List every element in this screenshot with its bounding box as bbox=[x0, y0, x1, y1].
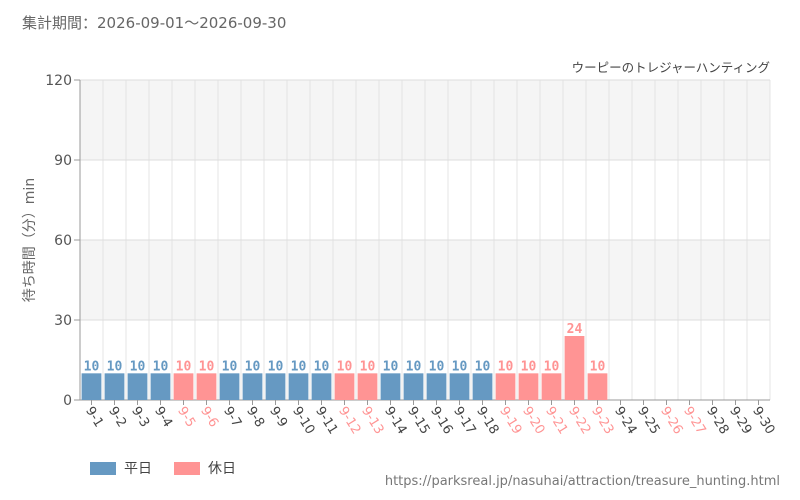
bar-9-6 bbox=[196, 373, 217, 400]
legend: 平日 休日 bbox=[90, 458, 236, 478]
x-tick-label: 9-3 bbox=[128, 404, 152, 430]
bar-9-20 bbox=[518, 373, 539, 400]
bar-9-10 bbox=[288, 373, 309, 400]
bar-9-14 bbox=[380, 373, 401, 400]
x-tick-label: 9-15 bbox=[404, 404, 432, 437]
y-tick-label: 120 bbox=[45, 73, 72, 89]
bar-9-9 bbox=[265, 373, 286, 400]
y-tick-label: 0 bbox=[63, 393, 72, 409]
x-tick-label: 9-13 bbox=[358, 404, 386, 437]
bar-value-label: 10 bbox=[498, 359, 514, 374]
x-tick-label: 9-17 bbox=[450, 404, 478, 437]
legend-swatch-holiday bbox=[174, 461, 200, 475]
bar-9-11 bbox=[311, 373, 332, 400]
bar-value-label: 10 bbox=[544, 359, 560, 374]
x-tick-label: 9-22 bbox=[565, 404, 593, 437]
bar-value-label: 10 bbox=[521, 359, 537, 374]
bar-9-13 bbox=[357, 373, 378, 400]
bar-value-label: 10 bbox=[199, 359, 215, 374]
x-tick-label: 9-23 bbox=[588, 404, 616, 437]
x-tick-label: 9-14 bbox=[381, 404, 409, 437]
x-tick-label: 9-19 bbox=[496, 404, 524, 437]
x-tick-label: 9-18 bbox=[473, 404, 501, 437]
bar-9-5 bbox=[173, 373, 194, 400]
x-tick-label: 9-26 bbox=[657, 404, 685, 437]
x-tick-label: 9-30 bbox=[749, 404, 777, 437]
period-label: 集計期間： bbox=[22, 14, 98, 32]
x-tick-label: 9-11 bbox=[312, 404, 340, 437]
bar-value-label: 10 bbox=[245, 359, 261, 374]
x-tick-label: 9-6 bbox=[197, 404, 221, 430]
x-tick-label: 9-2 bbox=[105, 404, 129, 430]
legend-label-weekday: 平日 bbox=[124, 461, 152, 477]
period-end: 2026-09-30 bbox=[199, 14, 287, 32]
x-tick-label: 9-25 bbox=[634, 404, 662, 437]
period-caption: 集計期間：2026-09-01〜2026-09-30 bbox=[22, 12, 286, 33]
bar-value-label: 10 bbox=[360, 359, 376, 374]
bar-9-21 bbox=[541, 373, 562, 400]
bar-value-label: 24 bbox=[567, 322, 583, 337]
source-link[interactable]: https://parksreal.jp/nasuhai/attraction/… bbox=[384, 474, 780, 489]
bar-value-label: 10 bbox=[337, 359, 353, 374]
x-tick-label: 9-5 bbox=[174, 404, 198, 430]
bar-9-16 bbox=[426, 373, 447, 400]
bar-9-3 bbox=[127, 373, 148, 400]
bar-value-label: 10 bbox=[429, 359, 445, 374]
y-tick-label: 30 bbox=[54, 313, 72, 329]
bar-value-label: 10 bbox=[176, 359, 192, 374]
x-tick-label: 9-8 bbox=[243, 404, 267, 430]
bar-value-label: 10 bbox=[383, 359, 399, 374]
bar-9-1 bbox=[81, 373, 102, 400]
bar-value-label: 10 bbox=[590, 359, 606, 374]
bar-9-22 bbox=[564, 336, 585, 400]
bar-value-label: 10 bbox=[153, 359, 169, 374]
bar-value-label: 10 bbox=[406, 359, 422, 374]
bar-value-label: 10 bbox=[130, 359, 146, 374]
bar-value-label: 10 bbox=[107, 359, 123, 374]
period-separator: 〜 bbox=[184, 14, 200, 32]
x-tick-label: 9-10 bbox=[289, 404, 317, 437]
legend-swatch-weekday bbox=[90, 461, 116, 475]
y-tick-label: 90 bbox=[54, 153, 72, 169]
x-tick-label: 9-16 bbox=[427, 404, 455, 437]
bar-9-7 bbox=[219, 373, 240, 400]
bar-value-label: 10 bbox=[84, 359, 100, 374]
bar-9-23 bbox=[587, 373, 608, 400]
bar-9-12 bbox=[334, 373, 355, 400]
x-tick-label: 9-9 bbox=[266, 404, 290, 430]
x-tick-label: 9-7 bbox=[220, 404, 244, 430]
x-tick-label: 9-12 bbox=[335, 404, 363, 437]
bar-9-17 bbox=[449, 373, 470, 400]
bar-value-label: 10 bbox=[291, 359, 307, 374]
bar-value-label: 10 bbox=[268, 359, 284, 374]
bar-9-15 bbox=[403, 373, 424, 400]
bar-value-label: 10 bbox=[222, 359, 238, 374]
bar-9-8 bbox=[242, 373, 263, 400]
x-tick-label: 9-27 bbox=[680, 404, 708, 437]
y-tick-label: 60 bbox=[54, 233, 72, 249]
legend-item-holiday[interactable]: 休日 bbox=[174, 458, 236, 478]
y-axis-label: 待ち時間（分）min bbox=[22, 178, 38, 302]
bar-9-4 bbox=[150, 373, 171, 400]
x-tick-label: 9-24 bbox=[611, 404, 639, 437]
x-tick-label: 9-29 bbox=[726, 404, 754, 437]
x-tick-label: 9-28 bbox=[703, 404, 731, 437]
legend-label-holiday: 休日 bbox=[208, 461, 236, 477]
chart-title: ウーピーのトレジャーハンティング bbox=[572, 60, 770, 75]
bar-9-19 bbox=[495, 373, 516, 400]
x-tick-label: 9-4 bbox=[151, 404, 175, 430]
period-start: 2026-09-01 bbox=[97, 14, 185, 32]
legend-item-weekday[interactable]: 平日 bbox=[90, 458, 152, 478]
bar-value-label: 10 bbox=[475, 359, 491, 374]
bar-9-18 bbox=[472, 373, 493, 400]
bar-9-2 bbox=[104, 373, 125, 400]
x-tick-label: 9-20 bbox=[519, 404, 547, 437]
x-tick-label: 9-21 bbox=[542, 404, 570, 437]
bar-value-label: 10 bbox=[452, 359, 468, 374]
x-tick-label: 9-1 bbox=[82, 404, 106, 430]
bar-value-label: 10 bbox=[314, 359, 330, 374]
